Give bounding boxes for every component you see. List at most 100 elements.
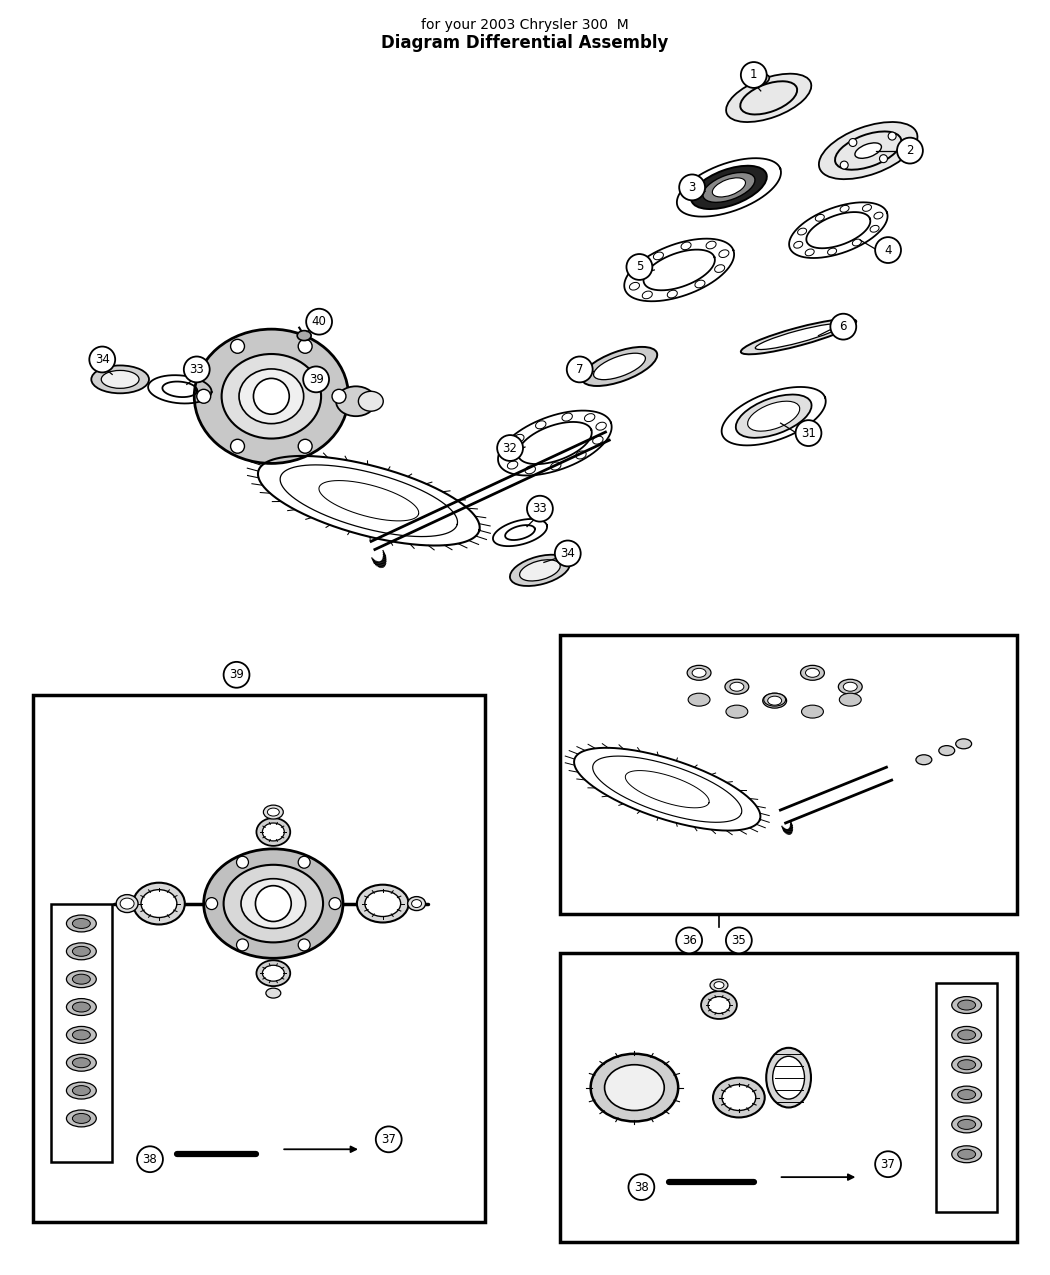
Ellipse shape <box>730 682 743 691</box>
Ellipse shape <box>72 1002 90 1012</box>
Ellipse shape <box>688 694 710 706</box>
Ellipse shape <box>958 1000 975 1010</box>
Ellipse shape <box>364 891 401 917</box>
Ellipse shape <box>256 960 290 986</box>
Ellipse shape <box>120 898 134 909</box>
Ellipse shape <box>264 805 284 819</box>
Ellipse shape <box>736 394 812 437</box>
Ellipse shape <box>72 974 90 984</box>
Ellipse shape <box>748 402 800 431</box>
Text: 6: 6 <box>840 320 847 333</box>
Circle shape <box>567 357 592 382</box>
Ellipse shape <box>958 1060 975 1070</box>
Circle shape <box>236 857 249 868</box>
Ellipse shape <box>702 172 755 203</box>
Ellipse shape <box>407 896 425 910</box>
Ellipse shape <box>805 668 819 677</box>
Ellipse shape <box>72 1058 90 1067</box>
Text: 40: 40 <box>312 315 327 328</box>
Circle shape <box>629 1174 654 1200</box>
Ellipse shape <box>762 694 786 708</box>
Ellipse shape <box>951 1116 982 1133</box>
Ellipse shape <box>117 895 138 913</box>
Text: 3: 3 <box>689 181 696 194</box>
Ellipse shape <box>855 143 881 158</box>
Ellipse shape <box>712 177 746 196</box>
Ellipse shape <box>958 1030 975 1040</box>
Ellipse shape <box>224 864 323 942</box>
Ellipse shape <box>939 746 954 756</box>
Ellipse shape <box>297 330 311 340</box>
Text: 39: 39 <box>309 372 323 386</box>
Ellipse shape <box>691 166 766 209</box>
Text: 1: 1 <box>750 69 757 82</box>
Ellipse shape <box>593 353 646 380</box>
Text: 38: 38 <box>634 1181 649 1193</box>
Circle shape <box>897 138 923 163</box>
Circle shape <box>554 541 581 566</box>
Text: 33: 33 <box>532 502 547 515</box>
Circle shape <box>888 133 896 140</box>
Ellipse shape <box>741 319 856 354</box>
Ellipse shape <box>66 1026 97 1043</box>
Ellipse shape <box>819 122 918 180</box>
Circle shape <box>796 421 821 446</box>
Ellipse shape <box>72 1113 90 1123</box>
Ellipse shape <box>357 885 408 923</box>
Circle shape <box>298 339 312 353</box>
Ellipse shape <box>801 705 823 718</box>
Circle shape <box>307 309 332 334</box>
Bar <box>936 983 998 1213</box>
Text: 37: 37 <box>881 1158 896 1170</box>
Ellipse shape <box>66 1054 97 1071</box>
Ellipse shape <box>591 1053 678 1122</box>
Ellipse shape <box>66 970 97 988</box>
Ellipse shape <box>72 1085 90 1095</box>
Circle shape <box>138 1146 163 1172</box>
Ellipse shape <box>358 391 383 412</box>
Ellipse shape <box>692 668 706 677</box>
Circle shape <box>298 857 310 868</box>
Ellipse shape <box>951 997 982 1014</box>
Text: 34: 34 <box>94 353 109 366</box>
Text: 39: 39 <box>229 668 244 681</box>
Circle shape <box>231 339 245 353</box>
Ellipse shape <box>66 915 97 932</box>
Bar <box>560 954 1017 1242</box>
Ellipse shape <box>951 1146 982 1163</box>
Ellipse shape <box>708 997 730 1014</box>
Circle shape <box>332 389 345 403</box>
Text: 5: 5 <box>635 260 643 273</box>
Circle shape <box>303 366 329 393</box>
Bar <box>50 904 112 1163</box>
Circle shape <box>741 62 766 88</box>
Ellipse shape <box>194 329 349 463</box>
Ellipse shape <box>412 900 421 908</box>
Circle shape <box>840 161 848 170</box>
Circle shape <box>527 496 553 521</box>
Text: 33: 33 <box>189 363 204 376</box>
Ellipse shape <box>701 991 737 1019</box>
Circle shape <box>89 347 116 372</box>
Ellipse shape <box>520 560 561 581</box>
Ellipse shape <box>141 890 176 918</box>
Ellipse shape <box>336 386 376 416</box>
Ellipse shape <box>951 1056 982 1074</box>
Circle shape <box>329 898 341 909</box>
Text: 32: 32 <box>503 441 518 454</box>
Ellipse shape <box>839 694 861 706</box>
Circle shape <box>196 389 211 403</box>
Circle shape <box>206 898 217 909</box>
Bar <box>560 635 1017 913</box>
Ellipse shape <box>800 666 824 681</box>
Ellipse shape <box>766 1048 811 1108</box>
Ellipse shape <box>768 696 781 705</box>
Ellipse shape <box>72 1030 90 1040</box>
Text: 35: 35 <box>732 933 747 947</box>
Ellipse shape <box>755 324 842 349</box>
Ellipse shape <box>838 680 862 694</box>
Ellipse shape <box>510 555 570 586</box>
Ellipse shape <box>66 1082 97 1099</box>
Ellipse shape <box>222 354 321 439</box>
Text: 34: 34 <box>561 547 575 560</box>
